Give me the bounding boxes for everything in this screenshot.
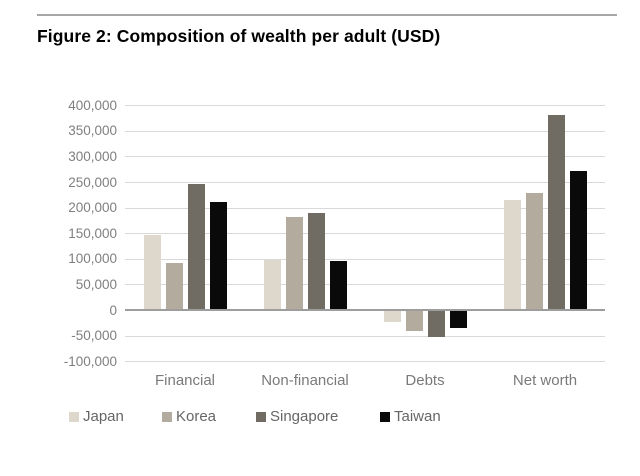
- legend-item-korea: Korea: [162, 407, 216, 427]
- legend-label-singapore: Singapore: [270, 408, 339, 425]
- y-tick-label: 0: [109, 302, 117, 318]
- bar-japan-financial: [143, 235, 161, 310]
- bar-korea-financial: [165, 263, 183, 310]
- y-tick-label: 250,000: [68, 174, 117, 190]
- bar-taiwan-debts: [449, 310, 467, 328]
- bar-japan-debts: [383, 310, 401, 323]
- legend-label-taiwan: Taiwan: [394, 408, 441, 425]
- legend-swatch-korea: [162, 412, 172, 422]
- x-category-label-non-financial: Non-financial: [261, 372, 349, 389]
- x-category-label-debts: Debts: [405, 372, 445, 389]
- gridline--50000: [125, 335, 605, 337]
- bar-taiwan-net-worth: [569, 170, 587, 310]
- y-tick-label: 400,000: [68, 97, 117, 113]
- x-category-label-financial: Financial: [154, 372, 216, 389]
- bar-korea-non-financial: [285, 217, 303, 310]
- bar-singapore-non-financial: [307, 213, 325, 310]
- gridline-100000: [125, 258, 605, 260]
- x-category-label-net-worth: Net worth: [512, 372, 578, 389]
- gridline-350000: [125, 130, 605, 132]
- legend-swatch-taiwan: [380, 412, 390, 422]
- gridline-400000: [125, 105, 605, 107]
- bar-taiwan-non-financial: [329, 261, 347, 310]
- y-tick-label: 100,000: [68, 251, 117, 267]
- gridline-250000: [125, 182, 605, 183]
- zero-axis-line: [125, 309, 605, 311]
- bar-singapore-financial: [187, 184, 205, 310]
- legend-label-japan: Japan: [83, 408, 124, 425]
- legend-label-korea: Korea: [176, 408, 217, 425]
- y-tick-label: -100,000: [63, 353, 117, 369]
- gridline-50000: [125, 284, 605, 286]
- legend-item-singapore: Singapore: [256, 407, 338, 427]
- legend-swatch-singapore: [256, 412, 266, 422]
- y-tick-label: 50,000: [75, 276, 117, 292]
- legend-item-japan: Japan: [69, 407, 124, 427]
- gridline-150000: [125, 233, 605, 235]
- bar-japan-net-worth: [503, 199, 521, 310]
- bar-singapore-debts: [427, 310, 445, 338]
- bar-japan-non-financial: [263, 260, 281, 310]
- gridline--100000: [125, 361, 605, 363]
- y-tick-label: 150,000: [68, 225, 117, 241]
- legend-item-taiwan: Taiwan: [380, 407, 441, 427]
- divider-rule: [37, 14, 617, 16]
- y-tick-label: -50,000: [71, 328, 117, 344]
- legend-swatch-japan: [69, 412, 79, 422]
- y-tick-label: 350,000: [68, 123, 117, 139]
- bar-taiwan-financial: [209, 201, 227, 310]
- gridline-200000: [125, 207, 605, 209]
- gridline-300000: [125, 156, 605, 158]
- bar-singapore-net-worth: [547, 114, 565, 310]
- bar-korea-debts: [405, 310, 423, 331]
- y-tick-label: 300,000: [68, 148, 117, 164]
- figure-title: Figure 2: Composition of wealth per adul…: [37, 26, 441, 46]
- y-tick-label: 200,000: [68, 200, 117, 216]
- bar-korea-net-worth: [525, 192, 543, 310]
